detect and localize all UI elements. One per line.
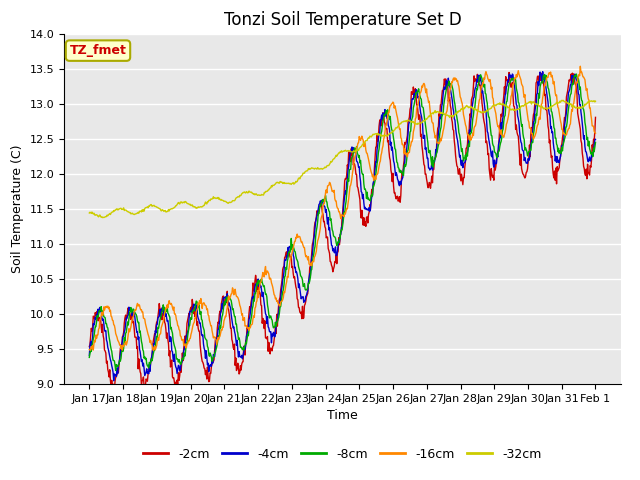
Y-axis label: Soil Temperature (C): Soil Temperature (C) bbox=[11, 144, 24, 273]
Text: TZ_fmet: TZ_fmet bbox=[70, 44, 127, 57]
X-axis label: Time: Time bbox=[327, 409, 358, 422]
Legend: -2cm, -4cm, -8cm, -16cm, -32cm: -2cm, -4cm, -8cm, -16cm, -32cm bbox=[138, 443, 547, 466]
Title: Tonzi Soil Temperature Set D: Tonzi Soil Temperature Set D bbox=[223, 11, 461, 29]
